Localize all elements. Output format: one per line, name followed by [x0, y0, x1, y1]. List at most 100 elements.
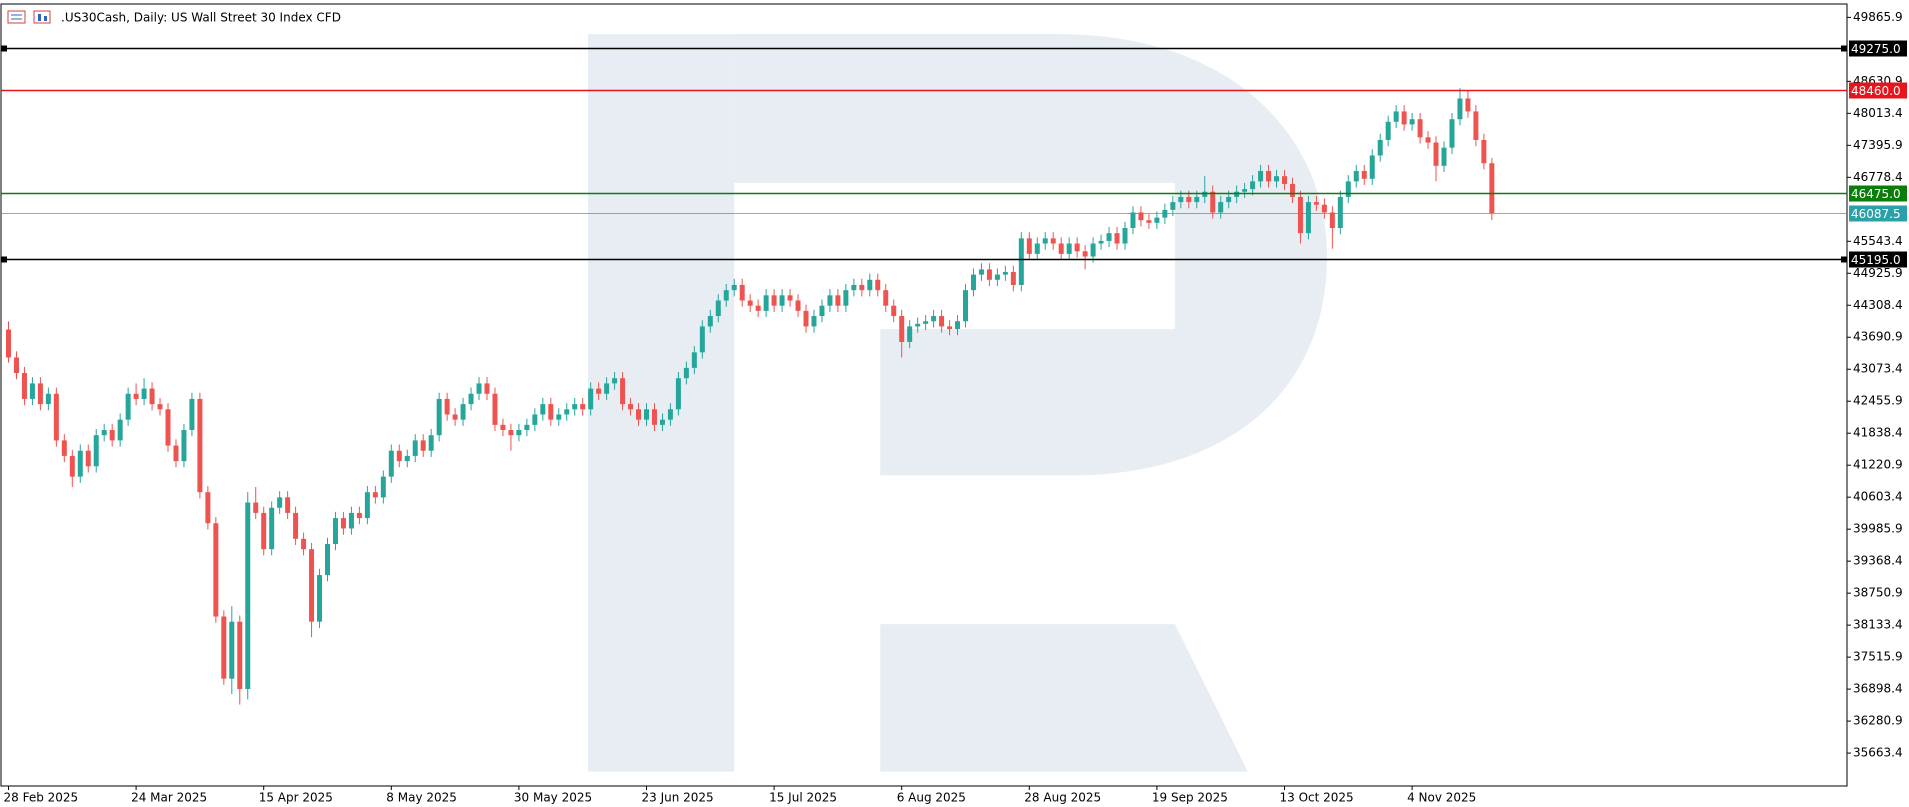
candle-body [436, 398, 442, 436]
candle-body [628, 404, 634, 410]
x-tick-label: 28 Aug 2025 [1024, 791, 1101, 805]
candle-body [412, 440, 418, 456]
level-label: 48460.0 [1851, 84, 1901, 98]
candle-body [1489, 163, 1495, 214]
candle-body [181, 430, 187, 462]
toolbar-icons [7, 10, 51, 24]
candle-body [1441, 147, 1447, 166]
candle-body [492, 393, 498, 425]
icon-bar [38, 14, 41, 21]
candle-body [460, 404, 466, 420]
candle-body [747, 300, 753, 306]
icon-chart[interactable] [33, 10, 51, 24]
candle-body [85, 450, 91, 467]
candle-body [875, 279, 881, 291]
x-tick-label: 23 Jun 2025 [642, 791, 714, 805]
candle-body [1393, 111, 1399, 122]
watermark [588, 34, 1328, 772]
candle-body [915, 323, 921, 327]
candle-body [699, 326, 705, 353]
candle-body [1329, 212, 1335, 228]
x-tick-label: 6 Aug 2025 [897, 791, 966, 805]
candle-body [1385, 121, 1391, 140]
candle-body [883, 290, 889, 306]
candle-body [428, 435, 434, 451]
candle-body [213, 523, 219, 617]
candle-body [659, 419, 665, 425]
y-tick-label: 41838.4 [1853, 426, 1903, 440]
candle-body [548, 404, 554, 420]
level-label-bg [1849, 40, 1907, 57]
candle-body [1313, 202, 1319, 205]
level-label: 49275.0 [1851, 42, 1901, 56]
candle-body [955, 321, 961, 330]
candle-body [620, 378, 626, 405]
candle-body [1202, 191, 1208, 197]
candle-body [285, 497, 291, 513]
candle-body [356, 512, 362, 519]
candle-body [1026, 238, 1032, 254]
candle-body [612, 378, 618, 384]
candle-body [484, 383, 490, 394]
candle-body [524, 424, 530, 431]
candle-body [1066, 243, 1072, 254]
candle-body [1186, 196, 1192, 203]
candle-body [1282, 176, 1287, 184]
candle-body [811, 316, 817, 327]
candle-body [819, 305, 825, 317]
candle-body [309, 549, 315, 622]
candle-body [691, 352, 697, 368]
candle-body [1018, 238, 1024, 285]
candle-body [963, 290, 968, 322]
candle-body [763, 295, 769, 311]
y-tick-label: 48013.4 [1853, 106, 1903, 120]
candle-body [1138, 212, 1144, 221]
candle-body [1098, 240, 1104, 244]
level-label: 46475.0 [1851, 187, 1901, 201]
icon-list[interactable] [7, 10, 26, 24]
candle-body [604, 383, 610, 394]
candle-body [1050, 238, 1056, 244]
candle-body [1465, 98, 1471, 112]
candle-body [69, 455, 75, 477]
y-tick-label: 37515.9 [1853, 650, 1903, 664]
candle-body [843, 290, 849, 306]
candle-body [867, 279, 873, 291]
candle-body [1082, 251, 1088, 257]
candle-body [572, 404, 578, 410]
candle-body [301, 538, 307, 550]
x-tick-label: 15 Apr 2025 [259, 791, 333, 805]
candle-body [899, 316, 905, 342]
x-tick-label: 4 Nov 2025 [1407, 791, 1476, 805]
y-tick-label: 35663.4 [1853, 746, 1903, 760]
candle-body [189, 398, 195, 431]
candle-body [101, 430, 107, 436]
candle-body [1401, 111, 1407, 125]
candle-body [516, 430, 522, 436]
icon-bar [44, 16, 47, 21]
candle-body [564, 409, 570, 415]
candle-body [675, 378, 681, 410]
candle-body [1449, 119, 1455, 148]
candle-body [340, 518, 346, 529]
candle-body [835, 295, 841, 306]
candle-body [325, 543, 330, 576]
x-tick-label: 19 Sep 2025 [1152, 791, 1228, 805]
candle-body [1106, 233, 1112, 241]
candle-body [923, 321, 929, 324]
candle-body [1010, 272, 1016, 285]
candle-body [1130, 212, 1136, 228]
candle-body [596, 388, 602, 394]
candle-body [556, 414, 562, 420]
candle-body [125, 393, 131, 420]
candle-body [795, 300, 801, 311]
candle-body [93, 435, 99, 467]
candle-body [731, 284, 737, 291]
y-tick-label: 43073.4 [1853, 362, 1903, 376]
candle-body [739, 284, 745, 301]
candle-body [779, 295, 785, 306]
candle-body [364, 492, 370, 519]
chart-title: .US30Cash, Daily: US Wall Street 30 Inde… [61, 11, 341, 25]
y-tick-label: 38750.9 [1853, 586, 1903, 600]
candle-body [1146, 220, 1152, 223]
